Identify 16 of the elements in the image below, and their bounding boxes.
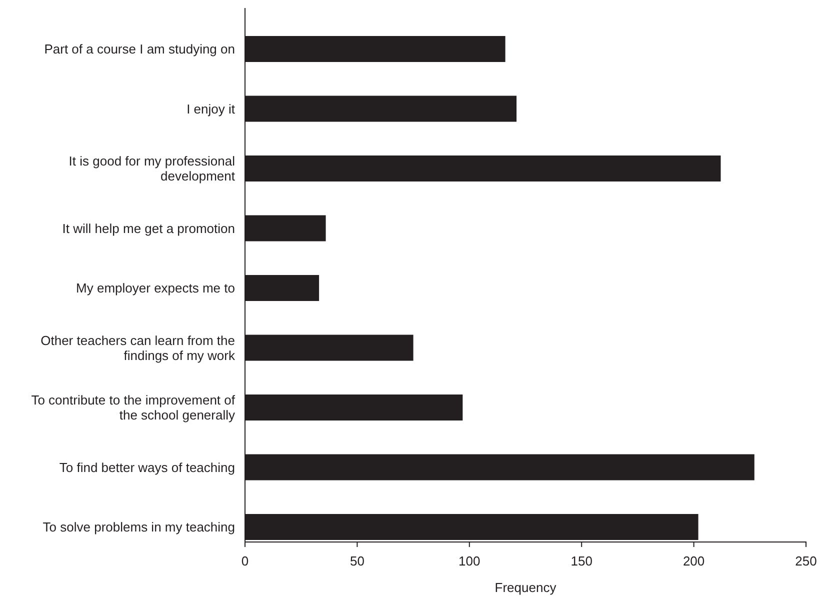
y-tick-label: Part of a course I am studying on [44, 42, 235, 57]
x-tick-label: 200 [682, 554, 705, 569]
y-tick-label: To find better ways of teaching [59, 460, 235, 475]
y-tick-label: It will help me get a promotion [62, 220, 235, 236]
y-tick-label: Other teachers can learn from the findings of my work [40, 332, 236, 363]
y-tick-label: It is good for my professional development [68, 154, 236, 184]
x-tick-label: 150 [570, 554, 592, 569]
x-tick-label: 250 [795, 554, 817, 569]
y-tick-label: To solve problems in my teaching [42, 520, 235, 535]
x-tick-label: 50 [350, 554, 364, 569]
x-tick-label: 0 [241, 554, 249, 569]
x-tick-label: 100 [458, 554, 480, 569]
x-axis-title: Frequency [494, 580, 557, 595]
y-tick-label: My employer expects me to [76, 280, 235, 296]
y-tick-label: I enjoy it [186, 101, 236, 116]
y-tick-label: To contribute to the improvement of the school generally [31, 392, 236, 423]
